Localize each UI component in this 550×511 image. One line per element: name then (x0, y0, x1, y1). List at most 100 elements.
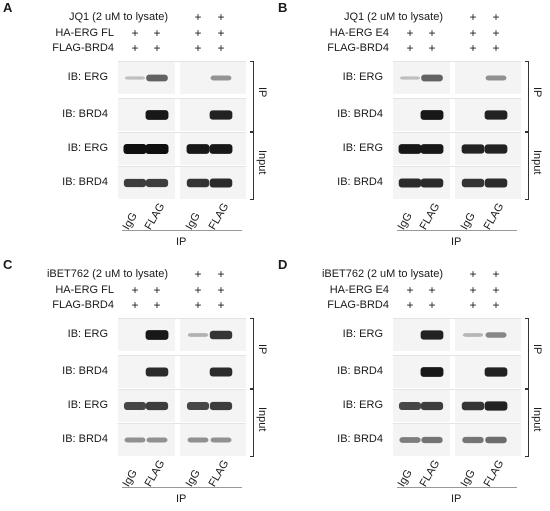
blot-strip (118, 318, 246, 351)
blot-label: IB: ERG (67, 142, 108, 154)
blot-bands (145, 367, 233, 377)
construct-label: HA-ERG FL (55, 27, 114, 39)
sign-construct-lane-3: + (194, 26, 202, 40)
lane-label-2: FLAG (142, 201, 168, 232)
band-lane-4 (209, 144, 233, 154)
blot-strip (118, 389, 246, 422)
lane-label-4: FLAG (481, 201, 507, 232)
sign-construct-lane-1: + (131, 283, 139, 297)
band-lane-1 (398, 178, 422, 188)
band-lane-3 (462, 333, 484, 337)
sign-bait-lane-4: + (492, 41, 500, 55)
blot-bands (123, 401, 233, 411)
band-lane-4 (484, 110, 508, 120)
lane-label-3: IgG (183, 210, 203, 232)
sign-construct-lane-4: + (217, 26, 225, 40)
blot-bands (399, 436, 507, 444)
blot-strip (393, 166, 521, 199)
treatment-label: iBET762 (2 uM to lysate) (46, 268, 168, 280)
band-lane-2 (145, 401, 169, 411)
band-lane-2 (420, 144, 444, 154)
blot-bands (420, 110, 508, 120)
panel-letter: B (278, 0, 288, 15)
band-lane-3 (461, 144, 485, 154)
sign-bait-lane-2: + (428, 41, 436, 55)
input-bracket (250, 389, 254, 457)
input-bracket-label: Input (256, 407, 268, 432)
blot-label: IB: BRD4 (337, 176, 383, 188)
blot-label: IB: ERG (67, 328, 108, 340)
lane-gap (450, 133, 455, 165)
blot-bands (399, 74, 507, 82)
sign-construct-lane-3: + (469, 283, 477, 297)
figure-panel-b: B JQ1 (2 uM to lysate) + + HA-ERG E4 + + + + FLAG… (275, 0, 550, 254)
ip-bracket-label: IP (531, 344, 543, 355)
band-lane-2 (420, 330, 444, 340)
blot-label: IB: BRD4 (337, 108, 383, 120)
lane-gap (450, 390, 455, 422)
sign-treatment-lane-4: + (492, 10, 500, 24)
treatment-label: JQ1 (2 uM to lysate) (68, 11, 168, 23)
input-bracket (525, 132, 529, 200)
lane-gap (450, 99, 455, 131)
sign-bait-lane-2: + (153, 298, 161, 312)
blot-label: IB: BRD4 (62, 108, 108, 120)
sign-construct-lane-1: + (131, 26, 139, 40)
blot-label: IB: BRD4 (62, 433, 108, 445)
sign-bait-lane-3: + (469, 41, 477, 55)
blot-bands (124, 74, 232, 82)
ip-bracket (250, 318, 254, 389)
blot-label: IB: ERG (67, 71, 108, 83)
blot-strip (393, 98, 521, 131)
lane-label-2: FLAG (417, 201, 443, 232)
blot-bands (398, 401, 508, 411)
panel-letter: C (3, 257, 13, 272)
band-lane-1 (399, 76, 421, 80)
sign-bait-lane-4: + (217, 298, 225, 312)
blot-strip (393, 389, 521, 422)
ip-bracket (250, 61, 254, 132)
lane-label-1: IgG (120, 467, 140, 489)
blot-label: IB: ERG (342, 142, 383, 154)
lane-label-1: IgG (395, 467, 415, 489)
band-lane-3 (186, 144, 210, 154)
band-lane-4 (485, 75, 507, 81)
blot-strip (393, 423, 521, 456)
input-bracket (525, 389, 529, 457)
bait-label: FLAG-BRD4 (52, 42, 114, 54)
band-lane-1 (398, 402, 422, 410)
ip-bracket-label: IP (256, 344, 268, 355)
blot-strip (118, 132, 246, 165)
band-lane-2 (421, 436, 443, 444)
sign-bait-lane-1: + (406, 41, 414, 55)
sign-construct-lane-2: + (428, 26, 436, 40)
lane-label-1: IgG (120, 210, 140, 232)
blot-strip (118, 61, 246, 94)
band-lane-2 (420, 178, 444, 188)
blot-label: IB: ERG (342, 399, 383, 411)
lane-label-4: FLAG (206, 201, 232, 232)
lane-gap (175, 133, 180, 165)
construct-label: HA-ERG E4 (329, 284, 389, 296)
sign-bait-lane-4: + (217, 41, 225, 55)
band-lane-2 (420, 110, 444, 120)
sign-bait-lane-2: + (428, 298, 436, 312)
lane-label-2: FLAG (417, 458, 443, 489)
sign-construct-lane-2: + (153, 26, 161, 40)
blot-bands (420, 367, 508, 377)
panel-letter: D (278, 257, 288, 272)
blot-label: IB: BRD4 (62, 176, 108, 188)
blot-bands (145, 110, 233, 120)
band-lane-1 (123, 144, 147, 154)
input-bracket-label: Input (256, 150, 268, 175)
blot-label: IB: BRD4 (337, 433, 383, 445)
input-bracket-label: Input (531, 150, 543, 175)
lane-gap (450, 62, 455, 94)
sign-bait-lane-3: + (194, 298, 202, 312)
ip-group-line (397, 487, 517, 488)
figure-panel-a: A JQ1 (2 uM to lysate) + + HA-ERG FL + + + + FLAG… (0, 0, 275, 254)
lane-label-4: FLAG (481, 458, 507, 489)
blot-bands (398, 144, 508, 154)
